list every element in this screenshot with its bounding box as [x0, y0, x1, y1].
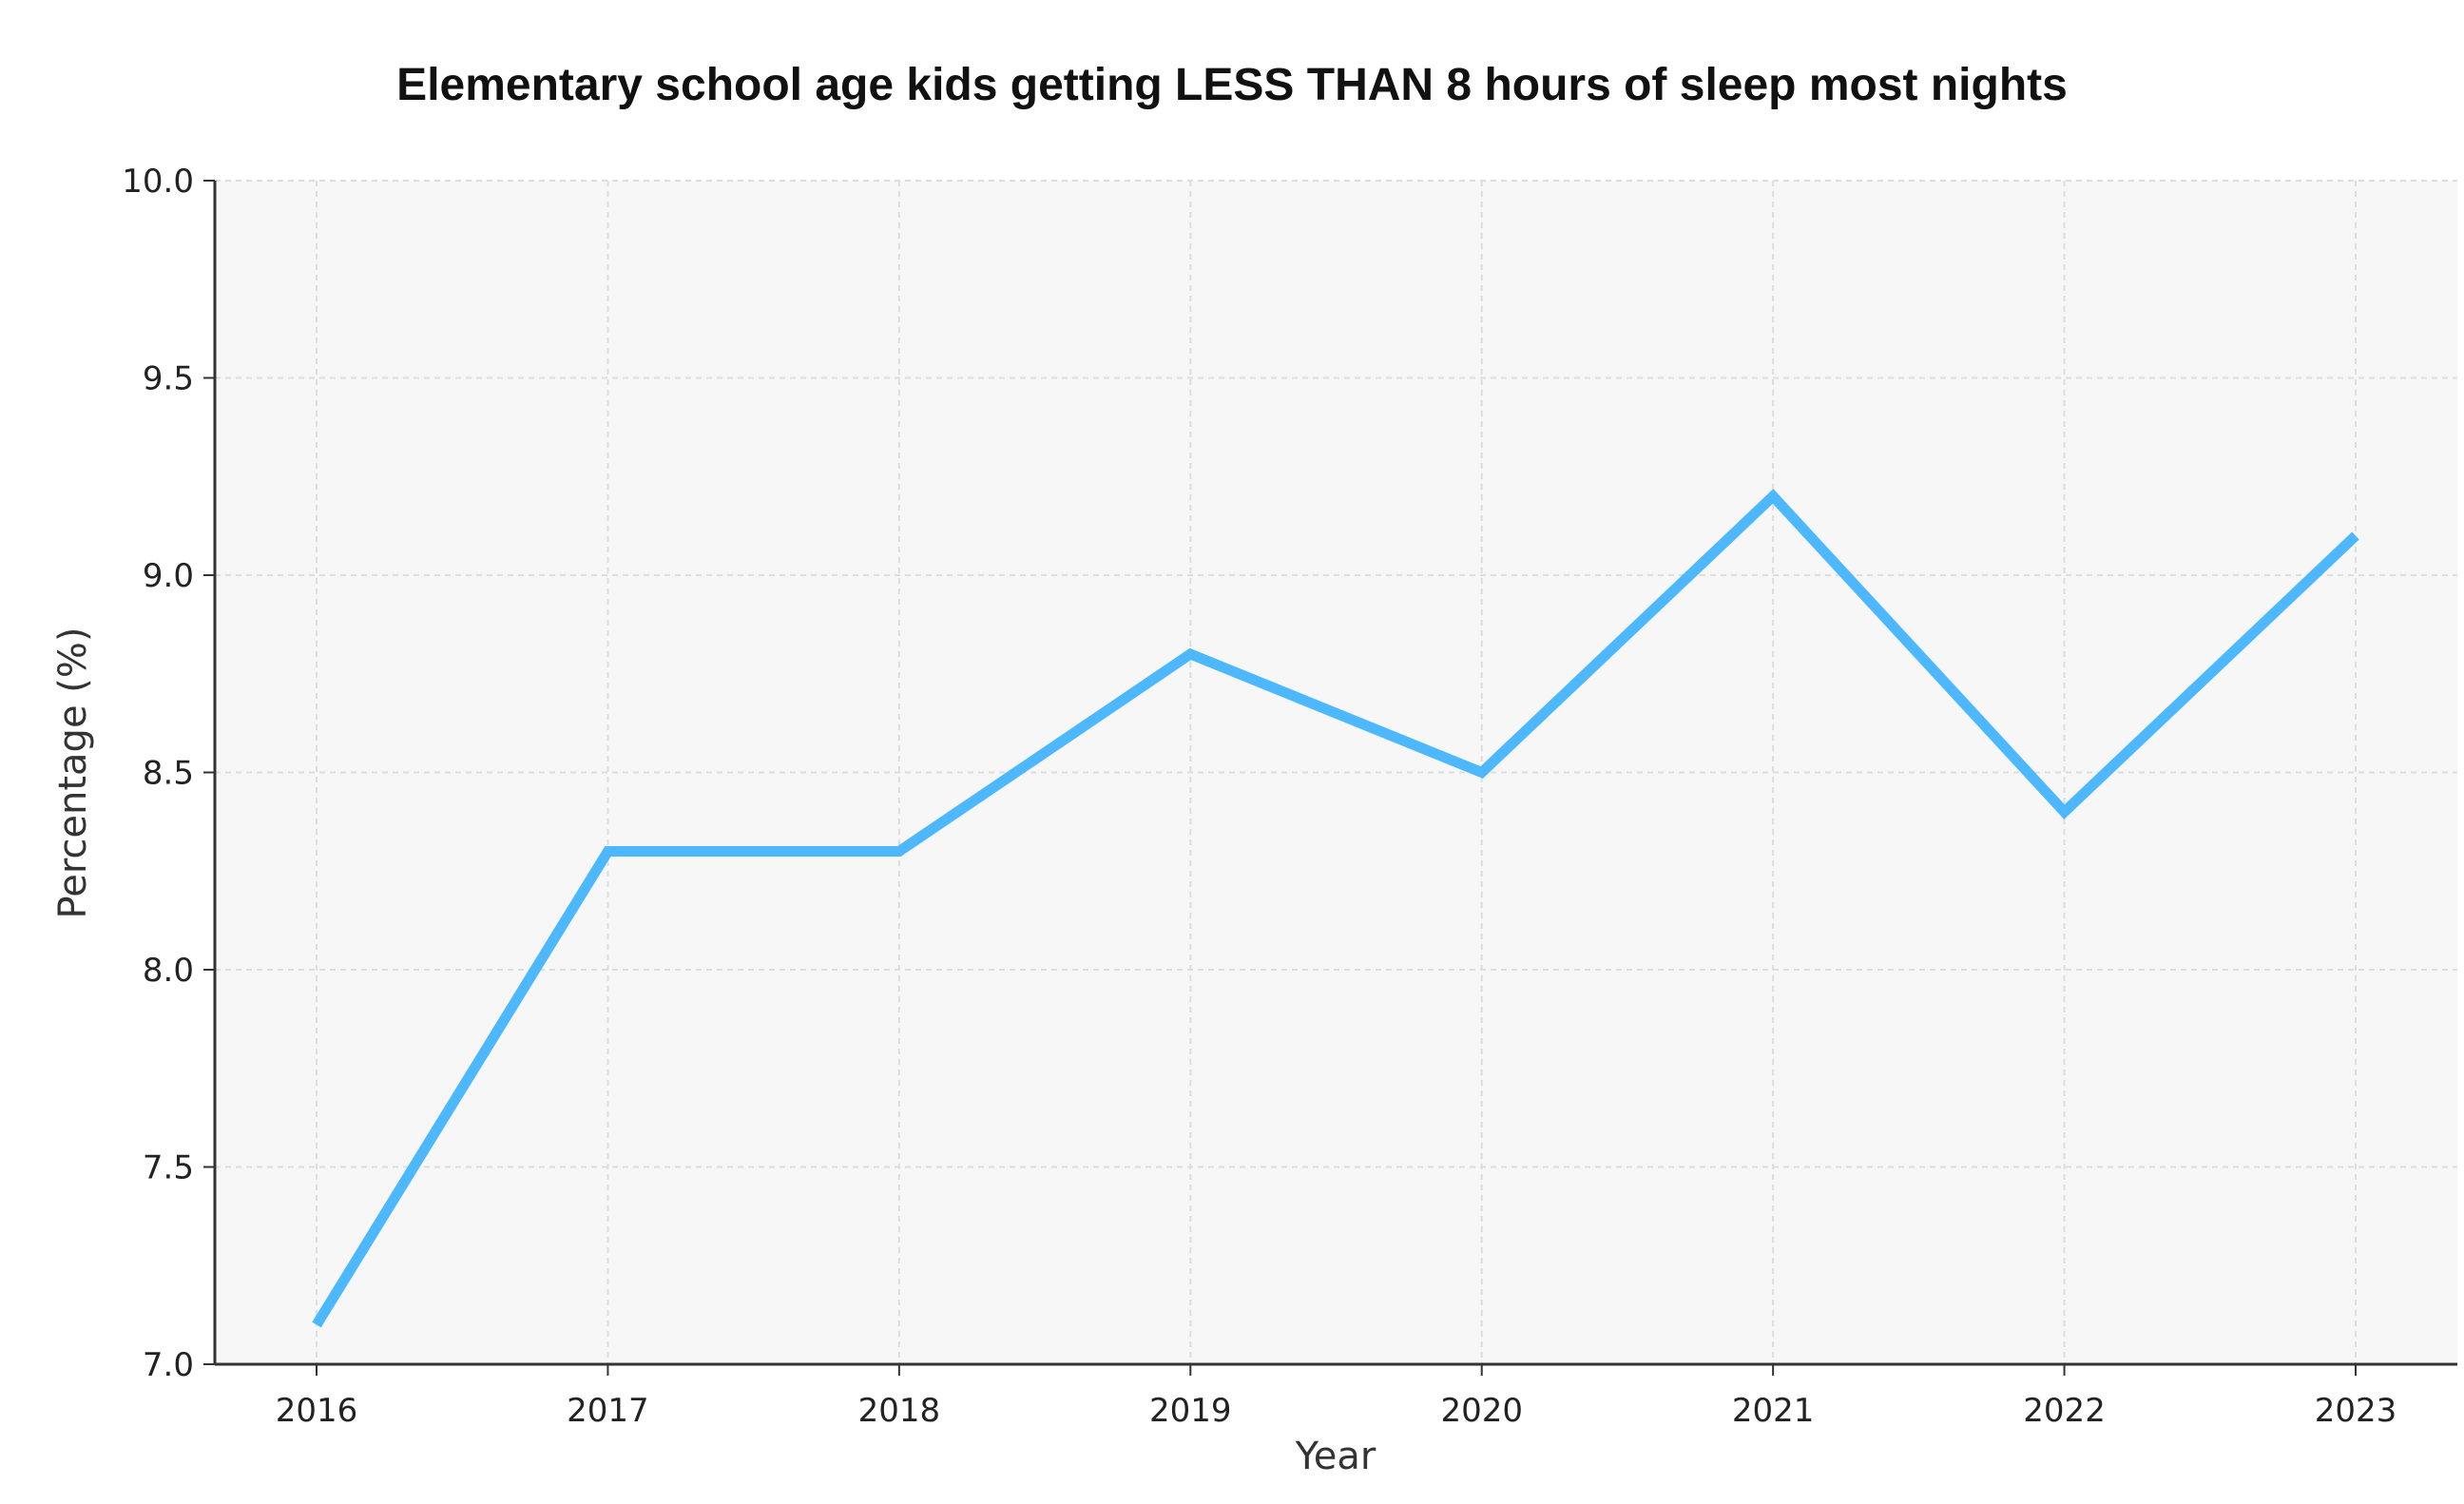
- series-layer: [312, 489, 2359, 1328]
- y-tick-label: 8.5: [143, 755, 194, 793]
- x-tick-label: 2021: [1732, 1392, 1815, 1430]
- series-line: [312, 489, 2359, 1328]
- y-tick-label: 7.5: [143, 1149, 194, 1187]
- axes: [203, 180, 2457, 1376]
- data-point: [1189, 653, 1191, 655]
- chart-title: Elementary school age kids getting LESS …: [396, 60, 2068, 110]
- x-tick-label: 2023: [2315, 1392, 2397, 1430]
- x-axis-label: Year: [1295, 1435, 1376, 1478]
- x-tick-label: 2019: [1149, 1392, 1232, 1430]
- y-tick-label: 9.0: [143, 557, 194, 595]
- data-point: [1772, 495, 1774, 497]
- data-point: [898, 851, 900, 853]
- x-tick-label: 2020: [1440, 1392, 1523, 1430]
- x-tick-label: 2018: [858, 1392, 941, 1430]
- data-point: [1481, 772, 1483, 774]
- data-point: [2355, 535, 2357, 537]
- y-axis-label: Percentage (%): [51, 627, 95, 919]
- x-tick-label: 2017: [567, 1392, 649, 1430]
- data-point: [606, 851, 608, 853]
- x-tick-label: 2022: [2023, 1392, 2106, 1430]
- data-point: [2064, 811, 2066, 813]
- tick-labels: 7.0 7.5 8.0 8.5 9.0 9.5 10.0 2016 2017 2018 2019 20…: [122, 163, 2397, 1430]
- y-tick-label: 9.5: [143, 360, 194, 398]
- x-tick-label: 2016: [276, 1392, 358, 1430]
- y-tick-label: 10.0: [122, 163, 194, 201]
- y-tick-label: 8.0: [143, 952, 194, 990]
- y-tick-label: 7.0: [143, 1346, 194, 1384]
- data-point: [316, 1324, 318, 1326]
